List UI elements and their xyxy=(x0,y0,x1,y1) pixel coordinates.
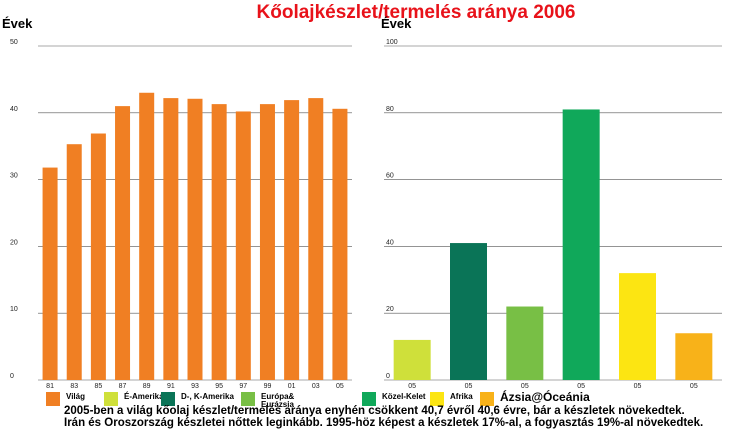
left-bar-12 xyxy=(332,108,348,381)
left-bar-3 xyxy=(115,106,131,381)
right-bar-3 xyxy=(562,109,600,381)
right-y-tick-label: 20 xyxy=(386,306,394,313)
left-y-tick-label: 20 xyxy=(10,239,18,246)
legend-swatch-europa xyxy=(241,392,255,406)
legend-label-vilag: Világ xyxy=(66,392,85,401)
right-bar-5 xyxy=(675,333,713,380)
legend-swatch-vilag xyxy=(46,392,60,406)
left-bar-11 xyxy=(308,98,324,380)
left-x-tick-label: 83 xyxy=(70,383,78,390)
left-x-tick-label: 05 xyxy=(336,383,344,390)
left-y-axis-label: Évek xyxy=(2,16,33,31)
chart-title: Kőolajkészlet/termelés aránya 2006 xyxy=(256,2,576,23)
right-x-tick-label: 05 xyxy=(465,383,473,390)
legend-swatch-e-amerika xyxy=(104,392,118,406)
legend-swatch-afrika xyxy=(430,392,444,406)
legend-swatch-kozel-kelet xyxy=(362,392,376,406)
left-x-tick-label: 99 xyxy=(264,383,272,390)
legend-swatch-d-k-amerika xyxy=(161,392,175,406)
right-x-tick-label: 05 xyxy=(577,383,585,390)
left-x-tick-label: 87 xyxy=(119,383,127,390)
right-x-tick-label: 05 xyxy=(408,383,416,390)
legend-label-e-amerika: É-Amerika xyxy=(124,392,164,401)
legend-swatch-azsia-oceania xyxy=(480,392,494,406)
left-bar-9 xyxy=(259,104,275,380)
right-bar-1 xyxy=(450,243,487,380)
left-x-tick-label: 95 xyxy=(215,383,223,390)
left-y-tick-label: 10 xyxy=(10,306,18,313)
left-bar-8 xyxy=(235,111,251,381)
right-bar-4 xyxy=(619,273,656,380)
left-x-tick-label: 91 xyxy=(167,383,175,390)
left-x-tick-label: 01 xyxy=(288,383,296,390)
left-y-tick-label: 50 xyxy=(10,39,18,46)
left-x-tick-label: 85 xyxy=(94,383,102,390)
left-y-tick-label: 40 xyxy=(10,106,18,113)
left-x-tick-label: 03 xyxy=(312,383,320,390)
left-y-tick-label: 30 xyxy=(10,173,18,180)
right-x-tick-label: 05 xyxy=(634,383,642,390)
legend-label-azsia-oceania: Ázsia@Óceánia xyxy=(500,390,590,404)
left-y-tick-label: 0 xyxy=(10,373,14,380)
left-bar-2 xyxy=(90,133,106,380)
left-bar-1 xyxy=(66,144,82,380)
right-y-tick-label: 0 xyxy=(386,373,390,380)
left-bar-4 xyxy=(139,92,155,380)
left-x-tick-label: 97 xyxy=(239,383,247,390)
left-bar-10 xyxy=(284,100,300,380)
legend-label-afrika: Afrika xyxy=(450,392,473,401)
left-x-tick-label: 89 xyxy=(143,383,151,390)
right-bar-2 xyxy=(506,306,544,380)
legend-label-d-k-amerika: D-, K-Amerika xyxy=(181,392,234,401)
right-bar-0 xyxy=(393,339,431,380)
left-bar-7 xyxy=(211,104,227,380)
left-bar-0 xyxy=(42,167,58,380)
right-y-axis-label: Évek xyxy=(381,16,412,31)
right-x-tick-label: 05 xyxy=(521,383,529,390)
legend-label-kozel-kelet: Közel-Kelet xyxy=(382,392,426,401)
left-bar-6 xyxy=(187,98,203,380)
right-x-tick-label: 05 xyxy=(690,383,698,390)
right-y-tick-label: 60 xyxy=(386,173,394,180)
caption-text: 2005-ben a világ kőolaj készlet/termelés… xyxy=(64,405,704,429)
left-x-tick-label: 93 xyxy=(191,383,199,390)
legend-label-europa: Európa& Eurázsia xyxy=(261,392,295,409)
right-y-tick-label: 100 xyxy=(386,39,398,46)
left-x-tick-label: 81 xyxy=(46,383,54,390)
left-bar-5 xyxy=(163,98,179,380)
right-y-tick-label: 40 xyxy=(386,239,394,246)
legend: Világ É-Amerika D-, K-Amerika Európa& Eu… xyxy=(46,390,746,409)
right-y-tick-label: 80 xyxy=(386,106,394,113)
